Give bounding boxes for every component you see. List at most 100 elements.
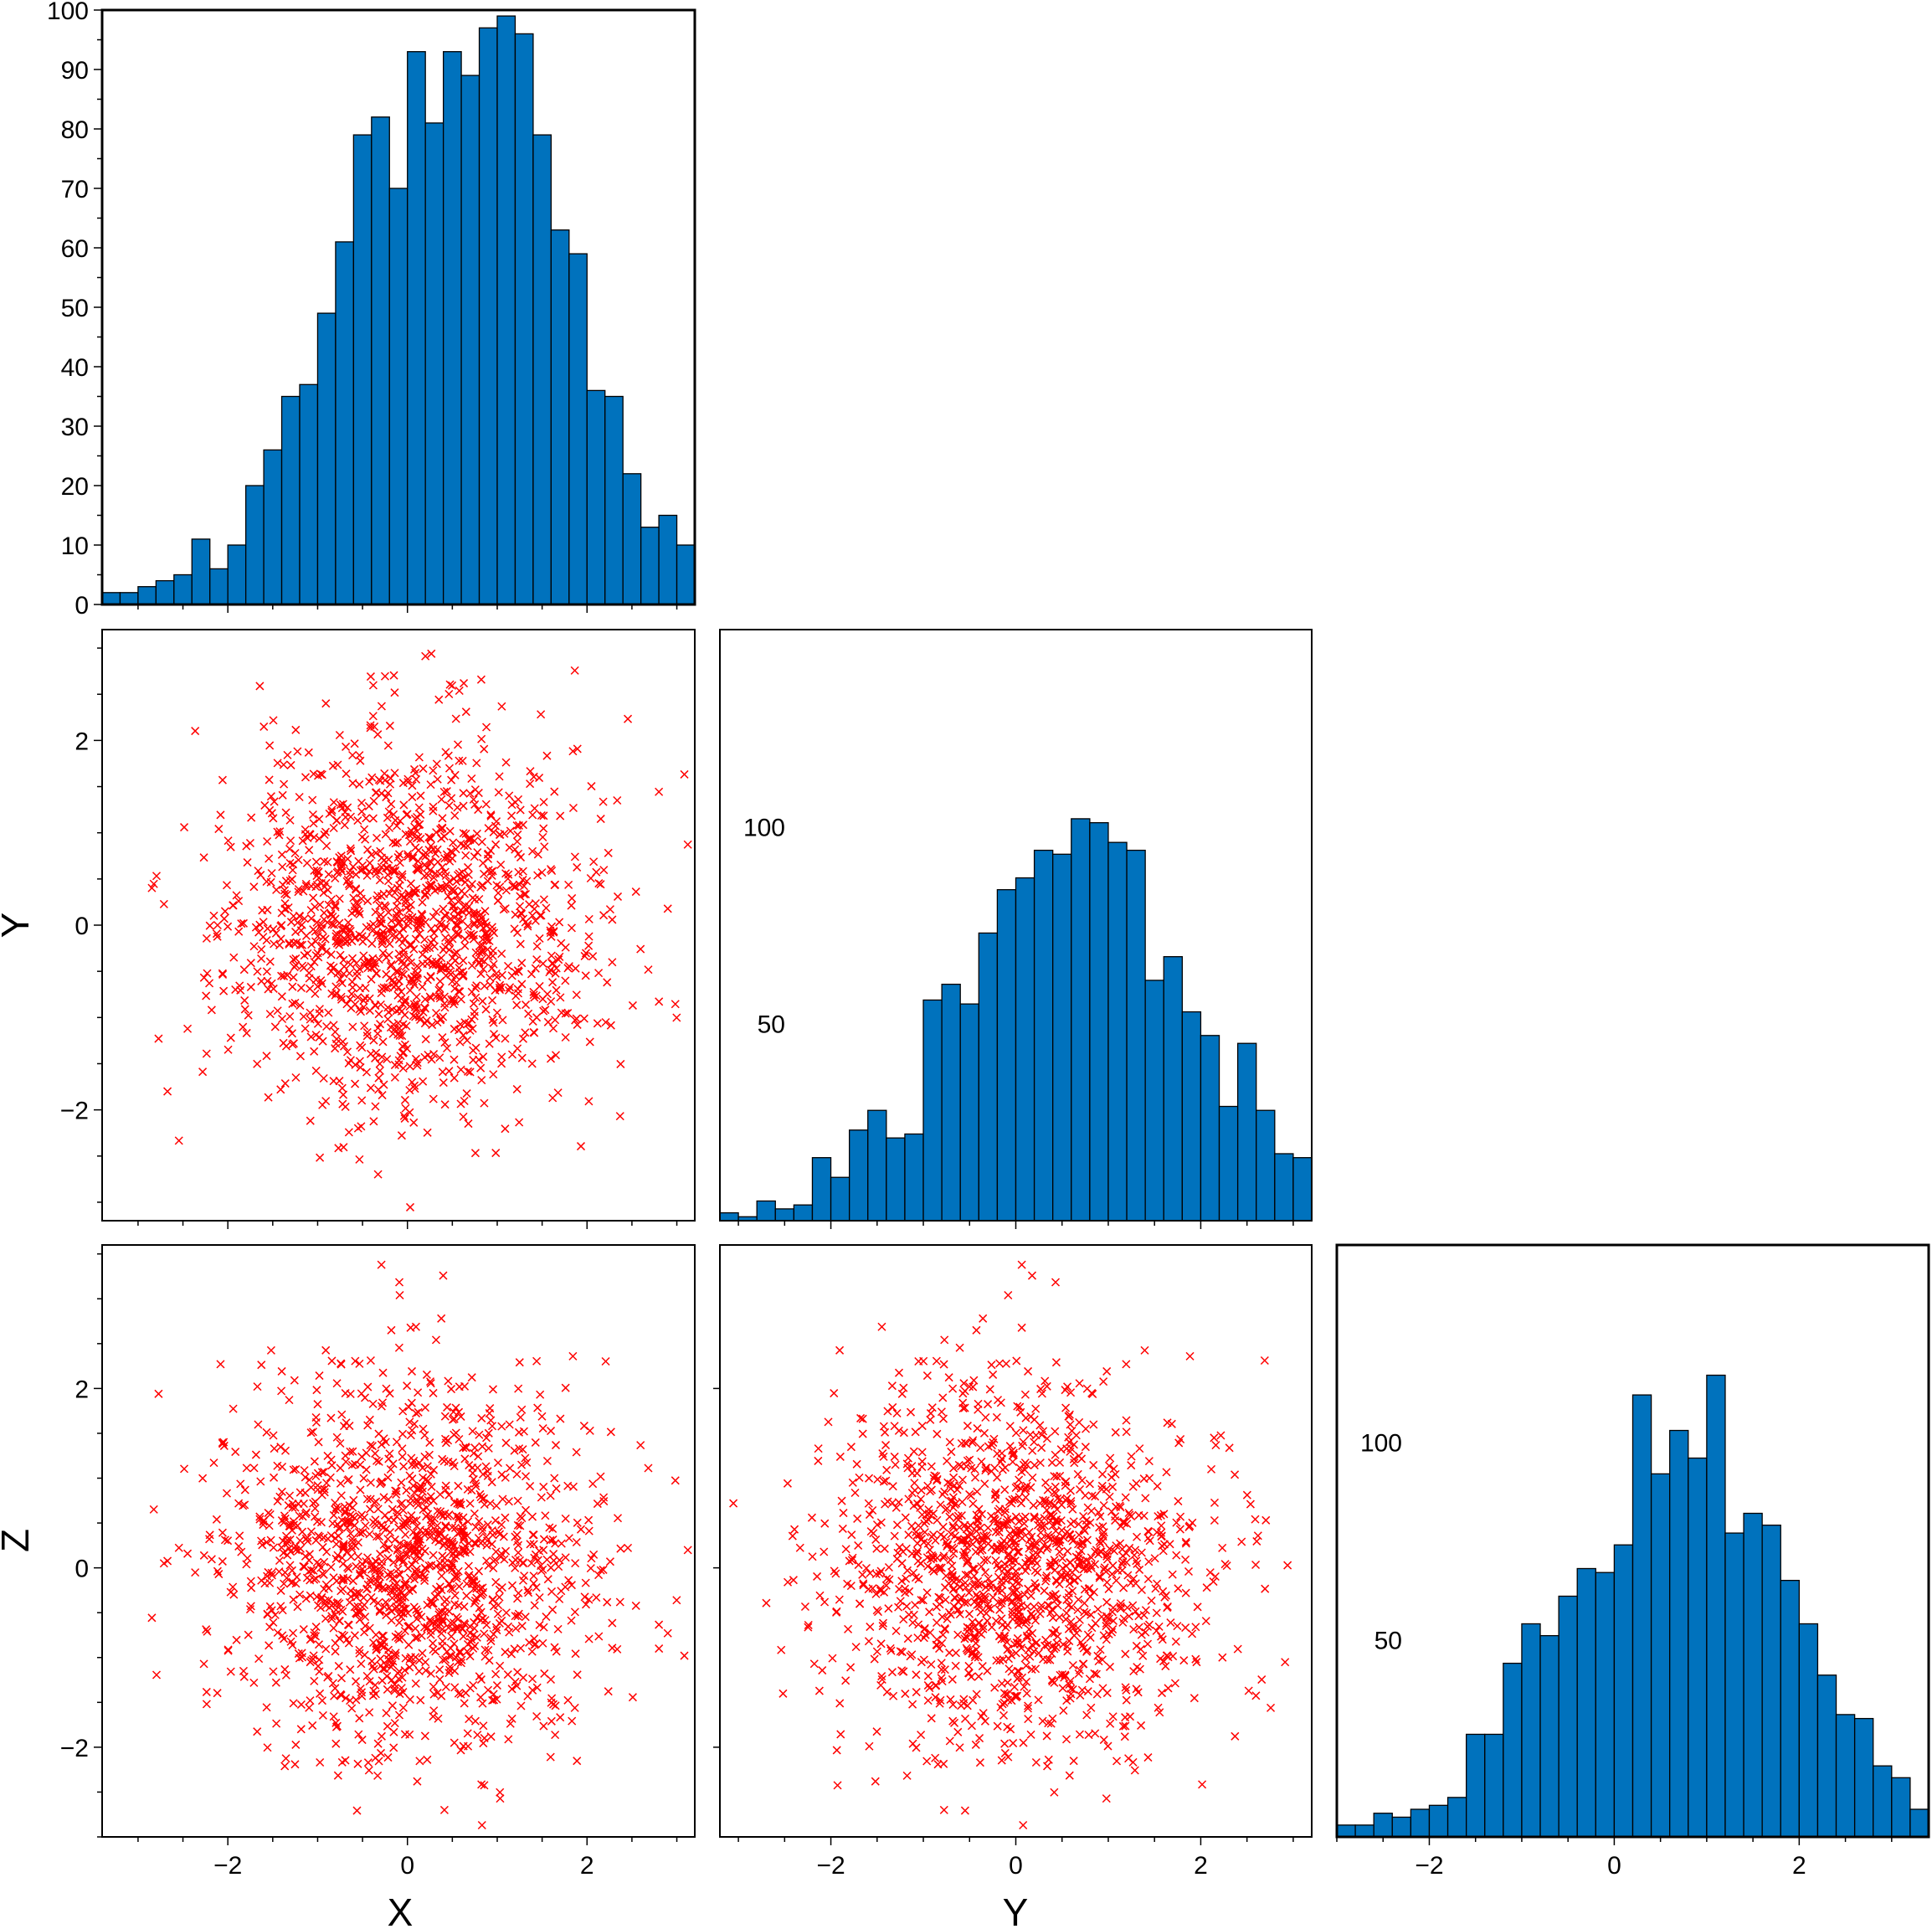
scatter-point (388, 1701, 397, 1710)
scatter-point (378, 949, 388, 958)
scatter-point (420, 1431, 429, 1440)
scatter-point (1031, 1583, 1041, 1592)
scatter-point (381, 830, 390, 839)
scatter-point (455, 1528, 465, 1537)
scatter-point (1042, 1731, 1051, 1741)
histogram-bar (811, 1157, 832, 1221)
x-tick-label: 0 (1009, 1852, 1023, 1880)
scatter-point (371, 1102, 380, 1111)
scatter-point (352, 1608, 361, 1618)
scatter-point (1048, 1628, 1057, 1638)
scatter-point (1005, 1442, 1015, 1451)
scatter-point (459, 801, 468, 810)
scatter-point (501, 1608, 511, 1618)
scatter-point (199, 853, 208, 862)
scatter-point (1009, 1739, 1018, 1748)
scatter-point (497, 1059, 506, 1068)
scatter-point (984, 1574, 993, 1583)
scatter-point (1026, 1730, 1035, 1739)
scatter-point (429, 935, 438, 944)
scatter-point (306, 962, 316, 971)
scatter-point (852, 1459, 861, 1469)
scatter-point (280, 1579, 289, 1588)
scatter-point (304, 1566, 313, 1577)
scatter-point (373, 1170, 383, 1179)
scatter-point (306, 1483, 316, 1492)
scatter-point (613, 892, 623, 901)
scatter-point (471, 1043, 480, 1052)
scatter-point (465, 1684, 475, 1693)
scatter-point (557, 1587, 566, 1596)
scatter-point (458, 867, 467, 877)
scatter-point (871, 1535, 881, 1544)
scatter-point (346, 995, 355, 1004)
scatter-point (301, 1473, 310, 1482)
scatter-point (489, 1556, 498, 1566)
scatter-point (1162, 1468, 1171, 1477)
scatter-point (459, 971, 468, 981)
scatter-point (1046, 1655, 1055, 1664)
scatter-point (239, 965, 249, 975)
histogram-bar (1126, 849, 1146, 1221)
scatter-point (927, 1551, 937, 1560)
scatter-point (311, 1512, 320, 1521)
scatter-point (1251, 1515, 1260, 1524)
scatter-point (1012, 1593, 1021, 1602)
scatter-point (788, 1531, 797, 1541)
scatter-point (393, 1633, 403, 1643)
scatter-point (154, 1389, 163, 1398)
scatter-point (311, 1497, 320, 1506)
histogram-bar (209, 568, 229, 604)
scatter-point (429, 1514, 439, 1523)
scatter-point (1082, 1556, 1092, 1565)
scatter-point (564, 880, 573, 889)
scatter-point (403, 1564, 413, 1573)
scatter-point (1050, 1678, 1059, 1687)
scatter-point (377, 1731, 386, 1741)
scatter-point (474, 789, 483, 798)
scatter-point (547, 1563, 556, 1572)
scatter-point (455, 756, 464, 765)
scatter-point (428, 1021, 437, 1030)
scatter-point (1096, 1539, 1105, 1548)
scatter-point (443, 1043, 452, 1053)
scatter-point (375, 1568, 384, 1578)
scatter-point (1021, 1493, 1030, 1502)
scatter-point (1122, 1558, 1131, 1567)
scatter-point (1022, 1689, 1031, 1698)
scatter-point (516, 908, 526, 918)
scatter-point (599, 1497, 609, 1506)
scatter-point (1137, 1630, 1146, 1639)
scatter-point (981, 1567, 990, 1577)
scatter-point (1097, 1469, 1107, 1479)
scatter-point (514, 795, 523, 804)
scatter-point (1042, 1381, 1051, 1391)
scatter-point (280, 1511, 289, 1520)
scatter-point (408, 1659, 418, 1669)
histogram-bar (496, 15, 516, 604)
scatter-point (331, 1498, 340, 1508)
scatter-point (273, 1006, 282, 1016)
scatter-point (596, 1566, 605, 1575)
scatter-point (953, 1630, 963, 1639)
scatter-point (551, 1731, 560, 1740)
scatter-point (289, 1699, 298, 1708)
scatter-point (1124, 1754, 1133, 1763)
scatter-point (1089, 1420, 1098, 1429)
histogram-bar (1089, 821, 1109, 1221)
scatter-point (405, 1499, 415, 1508)
scatter-point (1009, 1448, 1018, 1458)
scatter-point (337, 1083, 347, 1093)
scatter-point (1132, 1641, 1141, 1650)
scatter-point (535, 1620, 544, 1629)
scatter-point (979, 1556, 989, 1565)
scatter-point (384, 1582, 393, 1592)
scatter-point (264, 1093, 273, 1102)
scatter-point (1037, 1389, 1046, 1398)
scatter-point (628, 1693, 637, 1702)
scatter-point (234, 1499, 244, 1508)
scatter-point (269, 1618, 278, 1627)
scatter-point (974, 1653, 983, 1662)
scatter-point (356, 1485, 365, 1494)
scatter-point (486, 810, 496, 820)
